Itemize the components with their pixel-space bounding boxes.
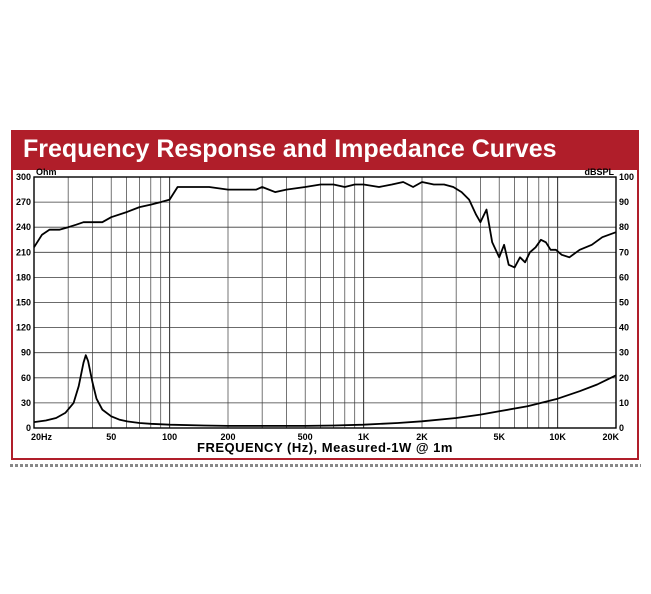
grid-layer xyxy=(33,176,617,429)
title-bar: Frequency Response and Impedance Curves xyxy=(13,132,637,170)
plot-border xyxy=(33,176,617,429)
y-left-tick-label: 0 xyxy=(26,423,31,433)
y-left-tick-label: 90 xyxy=(21,348,31,358)
x-tick-label: 10K xyxy=(549,432,566,442)
x-tick-label: 20K xyxy=(602,432,619,442)
chart-frame: Frequency Response and Impedance Curves … xyxy=(11,130,639,460)
x-tick-label: 50 xyxy=(106,432,116,442)
y-right-tick-label: 60 xyxy=(619,272,629,282)
bottom-divider xyxy=(10,464,641,467)
y-left-tick-label: 270 xyxy=(16,197,31,207)
y-right-tick-label: 0 xyxy=(619,423,624,433)
y-left-tick-label: 150 xyxy=(16,298,31,308)
y-right-tick-label: 20 xyxy=(619,373,629,383)
y-right-tick-label: 30 xyxy=(619,348,629,358)
y-left-tick-label: 180 xyxy=(16,272,31,282)
x-tick-label: 20Hz xyxy=(31,432,53,442)
y-right-tick-label: 50 xyxy=(619,298,629,308)
x-tick-label: 2K xyxy=(416,432,428,442)
y-left-tick-label: 300 xyxy=(16,172,31,182)
label-layer: 0 30 60 90 120 150 180 210 240 270 300 0 10 20 30 40 50 6… xyxy=(16,167,634,442)
x-tick-label: 5K xyxy=(493,432,505,442)
y-right-tick-label: 40 xyxy=(619,323,629,333)
x-tick-label: 1K xyxy=(358,432,370,442)
y-left-tick-label: 210 xyxy=(16,247,31,257)
chart-title: Frequency Response and Impedance Curves xyxy=(23,135,557,163)
impedance-curve xyxy=(33,354,617,427)
y-left-tick-label: 60 xyxy=(21,373,31,383)
y-right-tick-label: 70 xyxy=(619,247,629,257)
y-left-unit-label: Ohm xyxy=(36,167,57,177)
x-tick-label: 200 xyxy=(220,432,235,442)
x-tick-label: 500 xyxy=(298,432,313,442)
curve-layer xyxy=(33,181,617,427)
y-left-tick-label: 240 xyxy=(16,222,31,232)
y-right-unit-label: dBSPL xyxy=(584,167,614,177)
y-right-tick-label: 80 xyxy=(619,222,629,232)
y-left-tick-label: 30 xyxy=(21,398,31,408)
x-tick-label: 100 xyxy=(162,432,177,442)
y-left-tick-label: 120 xyxy=(16,323,31,333)
y-right-tick-label: 100 xyxy=(619,172,634,182)
y-right-tick-label: 10 xyxy=(619,398,629,408)
y-right-tick-label: 90 xyxy=(619,197,629,207)
chart-svg: 0 30 60 90 120 150 180 210 240 270 300 0 10 20 30 40 50 6… xyxy=(16,167,634,442)
spl-curve xyxy=(33,181,617,269)
x-axis-label: FREQUENCY (Hz), Measured-1W @ 1m xyxy=(197,440,453,455)
